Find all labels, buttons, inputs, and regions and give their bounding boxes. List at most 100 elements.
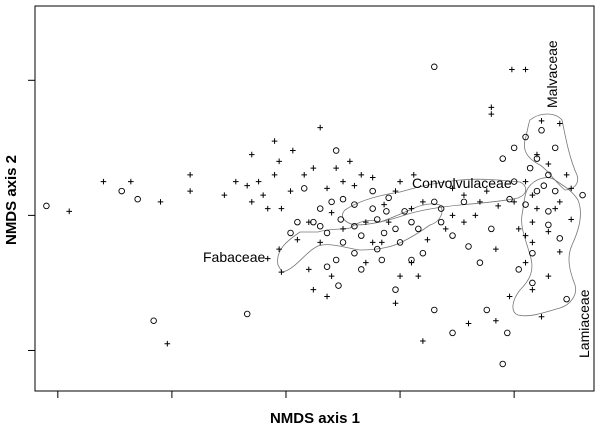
point-circle-29 <box>316 222 324 230</box>
point-plus-3 <box>157 199 164 205</box>
point-plus-5 <box>187 188 193 194</box>
point-circle-28 <box>337 216 344 223</box>
point-circle-12 <box>323 229 331 237</box>
point-plus-29 <box>410 172 417 178</box>
point-plus-47 <box>276 246 282 252</box>
point-plus-9 <box>244 182 250 189</box>
point-plus-61 <box>420 338 426 344</box>
data-points <box>43 63 586 368</box>
point-circle-70 <box>449 232 456 239</box>
point-circle-48 <box>551 144 559 152</box>
point-plus-78 <box>522 178 529 185</box>
point-plus-80 <box>556 199 563 205</box>
point-circle-56 <box>545 208 552 215</box>
point-plus-10 <box>255 178 262 185</box>
point-circle-23 <box>401 208 408 215</box>
point-plus-39 <box>408 205 415 212</box>
point-plus-13 <box>276 158 282 165</box>
point-plus-25 <box>351 182 358 189</box>
point-plus-7 <box>221 192 228 198</box>
point-circle-25 <box>373 216 381 223</box>
point-circle-76 <box>499 360 506 368</box>
point-plus-54 <box>408 259 415 266</box>
point-plus-60 <box>392 300 399 306</box>
point-plus-38 <box>449 212 456 219</box>
point-circle-72 <box>476 259 484 266</box>
point-plus-53 <box>379 239 385 246</box>
point-circle-73 <box>316 205 324 212</box>
point-circle-65 <box>510 144 518 152</box>
point-plus-43 <box>340 226 346 232</box>
point-circle-52 <box>540 182 548 189</box>
point-plus-71 <box>488 111 495 117</box>
point-circle-47 <box>538 127 545 134</box>
point-plus-82 <box>552 205 559 212</box>
point-plus-15 <box>264 205 271 212</box>
x-axis-title: NMDS axis 1 <box>270 410 360 427</box>
point-plus-11 <box>260 192 266 198</box>
point-circle-69 <box>465 243 472 250</box>
point-plus-49 <box>278 269 285 275</box>
point-circle-46 <box>522 133 529 141</box>
point-circle-9 <box>385 194 392 202</box>
point-circle-67 <box>506 195 513 203</box>
point-plus-90 <box>529 286 536 293</box>
point-circle-59 <box>529 249 536 257</box>
point-plus-26 <box>340 178 346 185</box>
point-circle-7 <box>339 195 347 203</box>
point-plus-46 <box>294 236 301 243</box>
point-plus-19 <box>317 124 324 131</box>
point-plus-17 <box>287 188 294 194</box>
point-plus-87 <box>556 249 563 255</box>
point-plus-32 <box>449 185 456 192</box>
point-plus-48 <box>264 255 271 262</box>
point-circle-30 <box>339 239 347 246</box>
point-circle-8 <box>369 187 376 195</box>
point-circle-38 <box>358 266 365 273</box>
point-plus-24 <box>358 172 365 178</box>
y-axis-title: NMDS axis 2 <box>3 155 20 245</box>
point-plus-6 <box>187 172 193 178</box>
point-circle-68 <box>488 225 495 233</box>
point-circle-27 <box>351 201 358 208</box>
point-plus-44 <box>328 209 335 216</box>
x-axis-ticks <box>57 391 515 398</box>
point-plus-98 <box>568 185 574 192</box>
point-circle-58 <box>556 235 564 242</box>
label-malvaceae: Malvaceae <box>544 40 560 108</box>
point-plus-83 <box>529 219 536 225</box>
point-circle-57 <box>545 221 552 229</box>
point-circle-41 <box>392 286 399 293</box>
point-circle-1 <box>118 187 125 195</box>
point-plus-21 <box>324 185 330 192</box>
point-plus-75 <box>534 151 540 158</box>
point-circle-13 <box>351 222 358 230</box>
point-plus-58 <box>415 273 422 279</box>
point-plus-70 <box>488 104 495 111</box>
malvaceae-hull <box>523 113 579 191</box>
point-plus-40 <box>381 201 387 208</box>
point-circle-45 <box>504 329 511 337</box>
point-plus-50 <box>305 266 312 273</box>
point-plus-88 <box>522 259 529 266</box>
point-plus-35 <box>483 188 490 194</box>
point-plus-52 <box>363 259 369 266</box>
point-circle-50 <box>526 164 534 172</box>
point-circle-42 <box>449 329 456 337</box>
point-circle-61 <box>529 279 536 287</box>
point-plus-18 <box>301 172 308 178</box>
point-plus-8 <box>232 178 239 185</box>
point-plus-30 <box>397 178 403 185</box>
point-circle-53 <box>551 187 559 195</box>
point-plus-63 <box>493 317 499 324</box>
point-circle-0 <box>43 202 50 210</box>
point-plus-85 <box>522 232 529 239</box>
point-plus-84 <box>568 216 574 223</box>
point-plus-27 <box>369 174 376 181</box>
point-plus-57 <box>461 219 467 225</box>
point-plus-22 <box>333 165 339 171</box>
point-circle-64 <box>499 155 506 162</box>
point-circle-11 <box>287 229 294 237</box>
point-plus-36 <box>495 203 501 209</box>
point-plus-73 <box>538 118 545 124</box>
